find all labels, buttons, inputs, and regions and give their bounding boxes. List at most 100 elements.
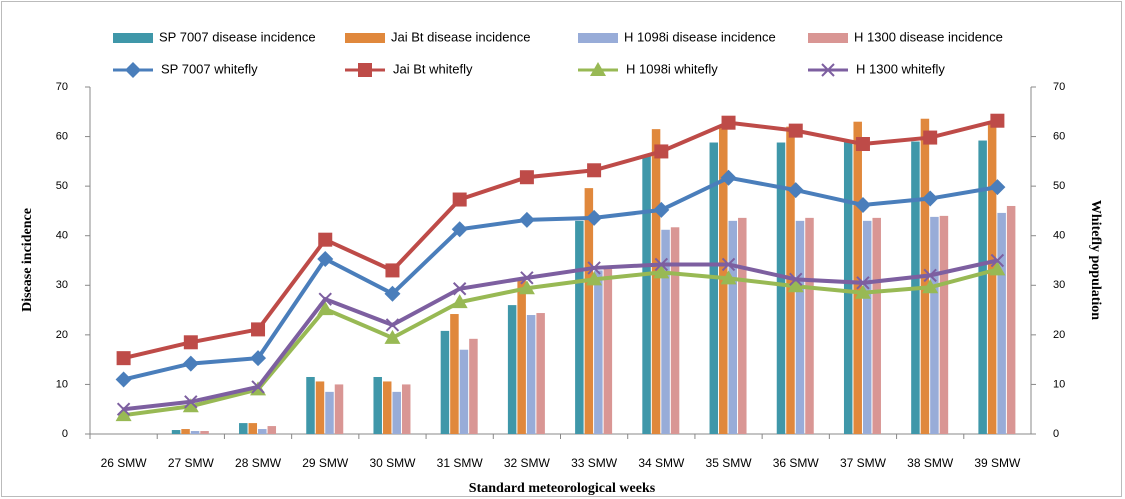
- line-marker: [384, 285, 401, 302]
- legend-swatch: [113, 33, 153, 43]
- y-tick-label: 60: [56, 130, 68, 142]
- bar: [872, 217, 881, 434]
- line-marker: [787, 182, 804, 199]
- x-tick-label: 34 SMW: [638, 456, 685, 470]
- line-marker: [182, 355, 199, 372]
- bar: [392, 391, 401, 434]
- bar: [575, 220, 584, 434]
- y-axis-title: Disease incidence: [20, 208, 35, 312]
- bar: [978, 140, 987, 434]
- legend-swatch: [345, 33, 385, 43]
- bar: [401, 384, 411, 434]
- line-marker: [654, 257, 669, 272]
- bar: [709, 142, 719, 434]
- bar: [536, 313, 545, 434]
- bar: [1006, 205, 1016, 434]
- line-marker: [251, 322, 266, 337]
- y2-tick-label: 60: [1053, 130, 1065, 142]
- y-tick-label: 40: [56, 230, 68, 242]
- bar: [325, 391, 334, 434]
- line-marker: [990, 253, 1005, 268]
- y-tick-label: 0: [62, 428, 68, 440]
- legend-marker: [358, 63, 372, 77]
- legend-label: H 1098i whitefly: [626, 61, 718, 76]
- line-marker: [856, 276, 870, 290]
- bar: [738, 217, 747, 434]
- line-marker: [989, 179, 1006, 196]
- line-marker: [115, 407, 132, 422]
- line-marker: [184, 395, 198, 409]
- bar: [862, 220, 872, 434]
- line-marker: [385, 318, 400, 332]
- line: [123, 175, 998, 382]
- line: [123, 267, 998, 418]
- x-axis-title: Standard meteorological weeks: [469, 481, 656, 496]
- legend-marker: [125, 62, 141, 78]
- bar: [843, 141, 853, 434]
- line: [123, 258, 998, 412]
- line-marker: [789, 272, 803, 287]
- legend-label: H 1300 disease incidence: [854, 29, 1003, 44]
- bar: [190, 431, 200, 434]
- y2-tick-label: 50: [1053, 180, 1065, 192]
- line-marker: [519, 170, 534, 185]
- legend-label: SP 7007 whitefly: [161, 61, 258, 76]
- bar: [239, 423, 248, 434]
- bar: [459, 349, 469, 434]
- line-marker: [989, 261, 1006, 276]
- x-tick-label: 26 SMW: [101, 456, 148, 470]
- line-marker: [653, 201, 670, 218]
- line-marker: [922, 279, 939, 294]
- line: [123, 118, 998, 361]
- legend-label: Jai Bt whitefly: [393, 61, 473, 76]
- line-marker: [721, 257, 736, 272]
- line-marker: [520, 271, 534, 285]
- bar: [642, 156, 651, 434]
- y2-tick-label: 40: [1053, 230, 1065, 242]
- bar: [469, 338, 478, 434]
- y2-tick-label: 0: [1053, 428, 1059, 440]
- bar: [267, 426, 277, 434]
- line-marker: [385, 263, 400, 278]
- legend-swatch: [808, 33, 848, 43]
- x-tick-label: 38 SMW: [907, 456, 954, 470]
- line-marker: [384, 329, 401, 344]
- line-marker: [451, 294, 468, 309]
- bar: [997, 212, 1006, 434]
- line-marker: [720, 169, 737, 186]
- line-marker: [116, 351, 131, 366]
- legend-label: H 1098i disease incidence: [624, 29, 776, 44]
- x-tick-label: 27 SMW: [168, 456, 215, 470]
- legend-marker: [590, 62, 606, 76]
- bar: [200, 431, 209, 434]
- bar: [334, 384, 344, 434]
- bar: [603, 268, 613, 434]
- line-marker: [654, 144, 669, 159]
- x-tick-label: 39 SMW: [974, 456, 1021, 470]
- bar: [584, 188, 594, 434]
- line-marker: [518, 280, 535, 295]
- x-tick-label: 28 SMW: [235, 456, 282, 470]
- line-marker: [788, 123, 803, 138]
- bar: [171, 430, 181, 434]
- bar: [661, 229, 670, 434]
- line-marker: [587, 163, 602, 178]
- bar: [939, 215, 949, 434]
- line-marker: [182, 398, 199, 413]
- y2-tick-label: 20: [1053, 329, 1065, 341]
- y2-tick-label: 70: [1053, 81, 1065, 93]
- bar: [373, 376, 382, 434]
- bar: [315, 381, 325, 434]
- line-marker: [115, 371, 132, 388]
- line-marker: [183, 335, 198, 350]
- bar: [930, 216, 939, 434]
- bar: [987, 121, 997, 434]
- bar: [382, 381, 392, 434]
- legend-label: SP 7007 disease incidence: [159, 29, 316, 44]
- bar: [526, 315, 536, 434]
- y2-tick-label: 30: [1053, 279, 1065, 291]
- line-marker: [251, 380, 265, 394]
- line-marker: [923, 130, 938, 145]
